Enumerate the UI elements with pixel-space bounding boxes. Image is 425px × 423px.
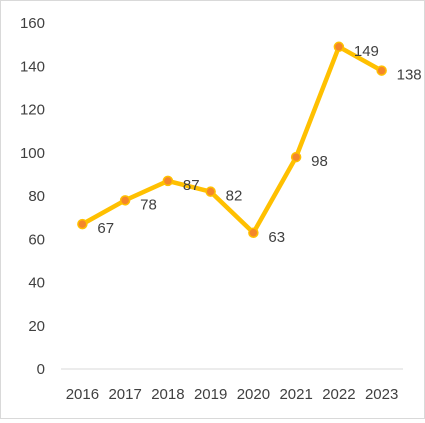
data-label: 78 [140,196,157,213]
data-label: 87 [183,177,200,194]
data-point [376,65,387,76]
data-label: 63 [268,229,285,246]
data-point [333,41,345,53]
data-label: 138 [397,67,422,84]
data-point [248,227,259,239]
x-tick-label: 2017 [108,386,141,403]
x-tick-label: 2022 [322,386,355,403]
data-point [205,186,216,197]
data-point [162,175,174,187]
x-tick-label: 2019 [194,386,227,403]
y-tick-label: 160 [20,15,45,32]
x-tick-label: 2021 [279,386,312,403]
data-label: 82 [226,188,243,205]
y-tick-label: 120 [20,102,45,119]
y-tick-label: 60 [28,231,45,248]
y-tick-label: 140 [20,58,45,75]
data-point [290,151,302,163]
x-tick-label: 2020 [237,386,270,403]
series-line [80,44,384,236]
x-tick-label: 2023 [365,386,398,403]
data-label: 67 [97,220,114,237]
y-tick-label: 80 [28,188,45,205]
y-tick-label: 100 [20,145,45,162]
y-tick-label: 20 [28,318,45,335]
data-point [77,218,88,230]
data-label: 98 [311,153,328,170]
y-tick-label: 40 [28,275,45,292]
y-tick-label: 0 [37,361,45,378]
x-tick-label: 2018 [151,386,184,403]
x-tick-label: 2016 [66,386,99,403]
data-label: 149 [354,43,379,60]
data-point [119,195,131,206]
